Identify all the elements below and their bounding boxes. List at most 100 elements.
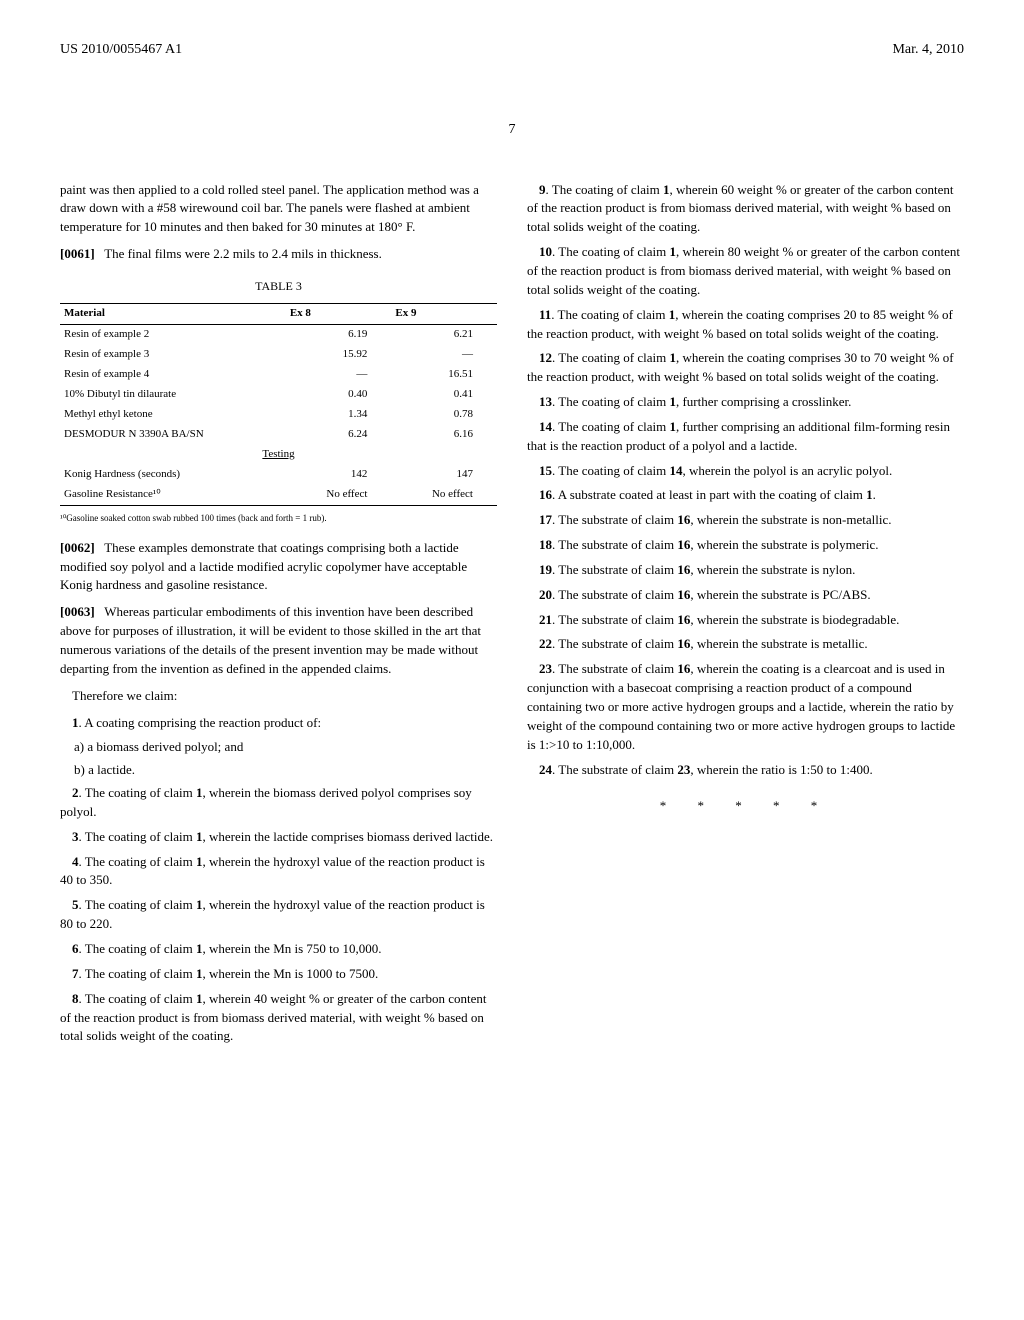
table-row: DESMODUR N 3390A BA/SN 6.24 6.16 [60,425,497,445]
table-row: Methyl ethyl ketone 1.34 0.78 [60,405,497,425]
claim-number: 24 [539,762,552,777]
claim-13: 13. The coating of claim 1, further comp… [527,393,964,412]
table-cell: 10% Dibutyl tin dilaurate [60,385,286,405]
claim-text: . The substrate of claim 16, wherein the… [552,512,892,527]
claim-text: . The coating of claim 1, wherein the hy… [60,897,485,931]
table-cell: 6.24 [286,425,392,445]
claim-15: 15. The coating of claim 14, wherein the… [527,462,964,481]
claim-3: 3. The coating of claim 1, wherein the l… [60,828,497,847]
table-cell: 6.16 [391,425,497,445]
claim-9: 9. The coating of claim 1, wherein 60 we… [527,181,964,238]
table-cell: No effect [391,485,497,505]
para-text: Whereas particular embodiments of this i… [60,604,481,676]
table-cell: 15.92 [286,345,392,365]
claim-text: . The substrate of claim 16, wherein the… [552,587,871,602]
claim-number: 18 [539,537,552,552]
table-cell: Resin of example 3 [60,345,286,365]
publication-date: Mar. 4, 2010 [892,40,964,60]
table-cell: 6.19 [286,325,392,345]
table-title: TABLE 3 [60,278,497,295]
table-3: Material Ex 8 Ex 9 Resin of example 2 6.… [60,303,497,505]
claim-19: 19. The substrate of claim 16, wherein t… [527,561,964,580]
table-row: Konig Hardness (seconds) 142 147 [60,465,497,485]
claim-text: . The substrate of claim 16, wherein the… [552,636,868,651]
table-cell: 0.78 [391,405,497,425]
claim-23: 23. The substrate of claim 16, wherein t… [527,660,964,754]
table-header: Material [60,304,286,325]
paragraph-0062: [0062] These examples demonstrate that c… [60,539,497,596]
claim-text: . The coating of claim 1, wherein the bi… [60,785,472,819]
claim-17: 17. The substrate of claim 16, wherein t… [527,511,964,530]
claim-text: . The coating of claim 1, wherein the co… [527,307,953,341]
table-cell: — [391,345,497,365]
intro-paragraph-1: paint was then applied to a cold rolled … [60,181,497,238]
table-cell: Resin of example 4 [60,365,286,385]
claim-2: 2. The coating of claim 1, wherein the b… [60,784,497,822]
table-header: Ex 8 [286,304,392,325]
table-cell: 142 [286,465,392,485]
table-cell: Methyl ethyl ketone [60,405,286,425]
table-cell: Konig Hardness (seconds) [60,465,286,485]
claim-number: 14 [539,419,552,434]
claim-text: . The coating of claim 1, wherein the Mn… [79,941,382,956]
para-number: [0063] [60,604,95,619]
claim-text: . The coating of claim 1, wherein the la… [79,829,494,844]
claim-text: . The substrate of claim 16, wherein the… [552,612,899,627]
claim-number: 13 [539,394,552,409]
table-cell: — [286,365,392,385]
claim-22: 22. The substrate of claim 16, wherein t… [527,635,964,654]
testing-header-row: Testing [60,445,497,465]
claim-1b: b) a lactide. [60,761,497,780]
claim-text: . The coating of claim 1, further compri… [527,419,950,453]
claim-10: 10. The coating of claim 1, wherein 80 w… [527,243,964,300]
page-header: US 2010/0055467 A1 Mar. 4, 2010 [60,40,964,60]
table-cell: 1.34 [286,405,392,425]
claim-11: 11. The coating of claim 1, wherein the … [527,306,964,344]
claim-number: 15 [539,463,552,478]
claim-number: 20 [539,587,552,602]
table-row: Resin of example 2 6.19 6.21 [60,325,497,345]
claim-number: 11 [539,307,551,322]
claim-5: 5. The coating of claim 1, wherein the h… [60,896,497,934]
table-cell: 0.40 [286,385,392,405]
page-number: 7 [60,120,964,140]
right-column: 9. The coating of claim 1, wherein 60 we… [527,181,964,1053]
claim-18: 18. The substrate of claim 16, wherein t… [527,536,964,555]
para-text: The final films were 2.2 mils to 2.4 mil… [104,246,382,261]
para-number: [0062] [60,540,95,555]
claim-text: . The substrate of claim 16, wherein the… [552,537,879,552]
claim-text: . The coating of claim 1, wherein the co… [527,350,954,384]
claim-16: 16. A substrate coated at least in part … [527,486,964,505]
claim-text: . The substrate of claim 16, wherein the… [552,562,855,577]
claim-12: 12. The coating of claim 1, wherein the … [527,349,964,387]
claim-number: 22 [539,636,552,651]
claim-text: . The coating of claim 1, wherein 40 wei… [60,991,487,1044]
table-cell: Gasoline Resistance¹⁰ [60,485,286,505]
claim-number: 17 [539,512,552,527]
claim-4: 4. The coating of claim 1, wherein the h… [60,853,497,891]
table-row: Resin of example 3 15.92 — [60,345,497,365]
claim-14: 14. The coating of claim 1, further comp… [527,418,964,456]
table-footnote: ¹⁰Gasoline soaked cotton swab rubbed 100… [60,512,497,525]
claim-number: 10 [539,244,552,259]
claim-text: . A coating comprising the reaction prod… [79,715,322,730]
claim-20: 20. The substrate of claim 16, wherein t… [527,586,964,605]
claim-text: . The substrate of claim 16, wherein the… [527,661,955,751]
table-row: 10% Dibutyl tin dilaurate 0.40 0.41 [60,385,497,405]
table-cell: DESMODUR N 3390A BA/SN [60,425,286,445]
claim-6: 6. The coating of claim 1, wherein the M… [60,940,497,959]
table-cell: 0.41 [391,385,497,405]
table-cell: Resin of example 2 [60,325,286,345]
claim-text: . The coating of claim 1, wherein the hy… [60,854,485,888]
claim-number: 23 [539,661,552,676]
claim-number: 19 [539,562,552,577]
claim-text: . The coating of claim 1, wherein the Mn… [79,966,379,981]
intro-paragraph-2: [0061] The final films were 2.2 mils to … [60,245,497,264]
table-row: Gasoline Resistance¹⁰ No effect No effec… [60,485,497,505]
claim-7: 7. The coating of claim 1, wherein the M… [60,965,497,984]
claim-number: 16 [539,487,552,502]
claim-text: . The coating of claim 1, wherein 80 wei… [527,244,960,297]
testing-label: Testing [60,445,497,465]
therefore-claim: Therefore we claim: [60,687,497,706]
content-columns: paint was then applied to a cold rolled … [60,181,964,1053]
